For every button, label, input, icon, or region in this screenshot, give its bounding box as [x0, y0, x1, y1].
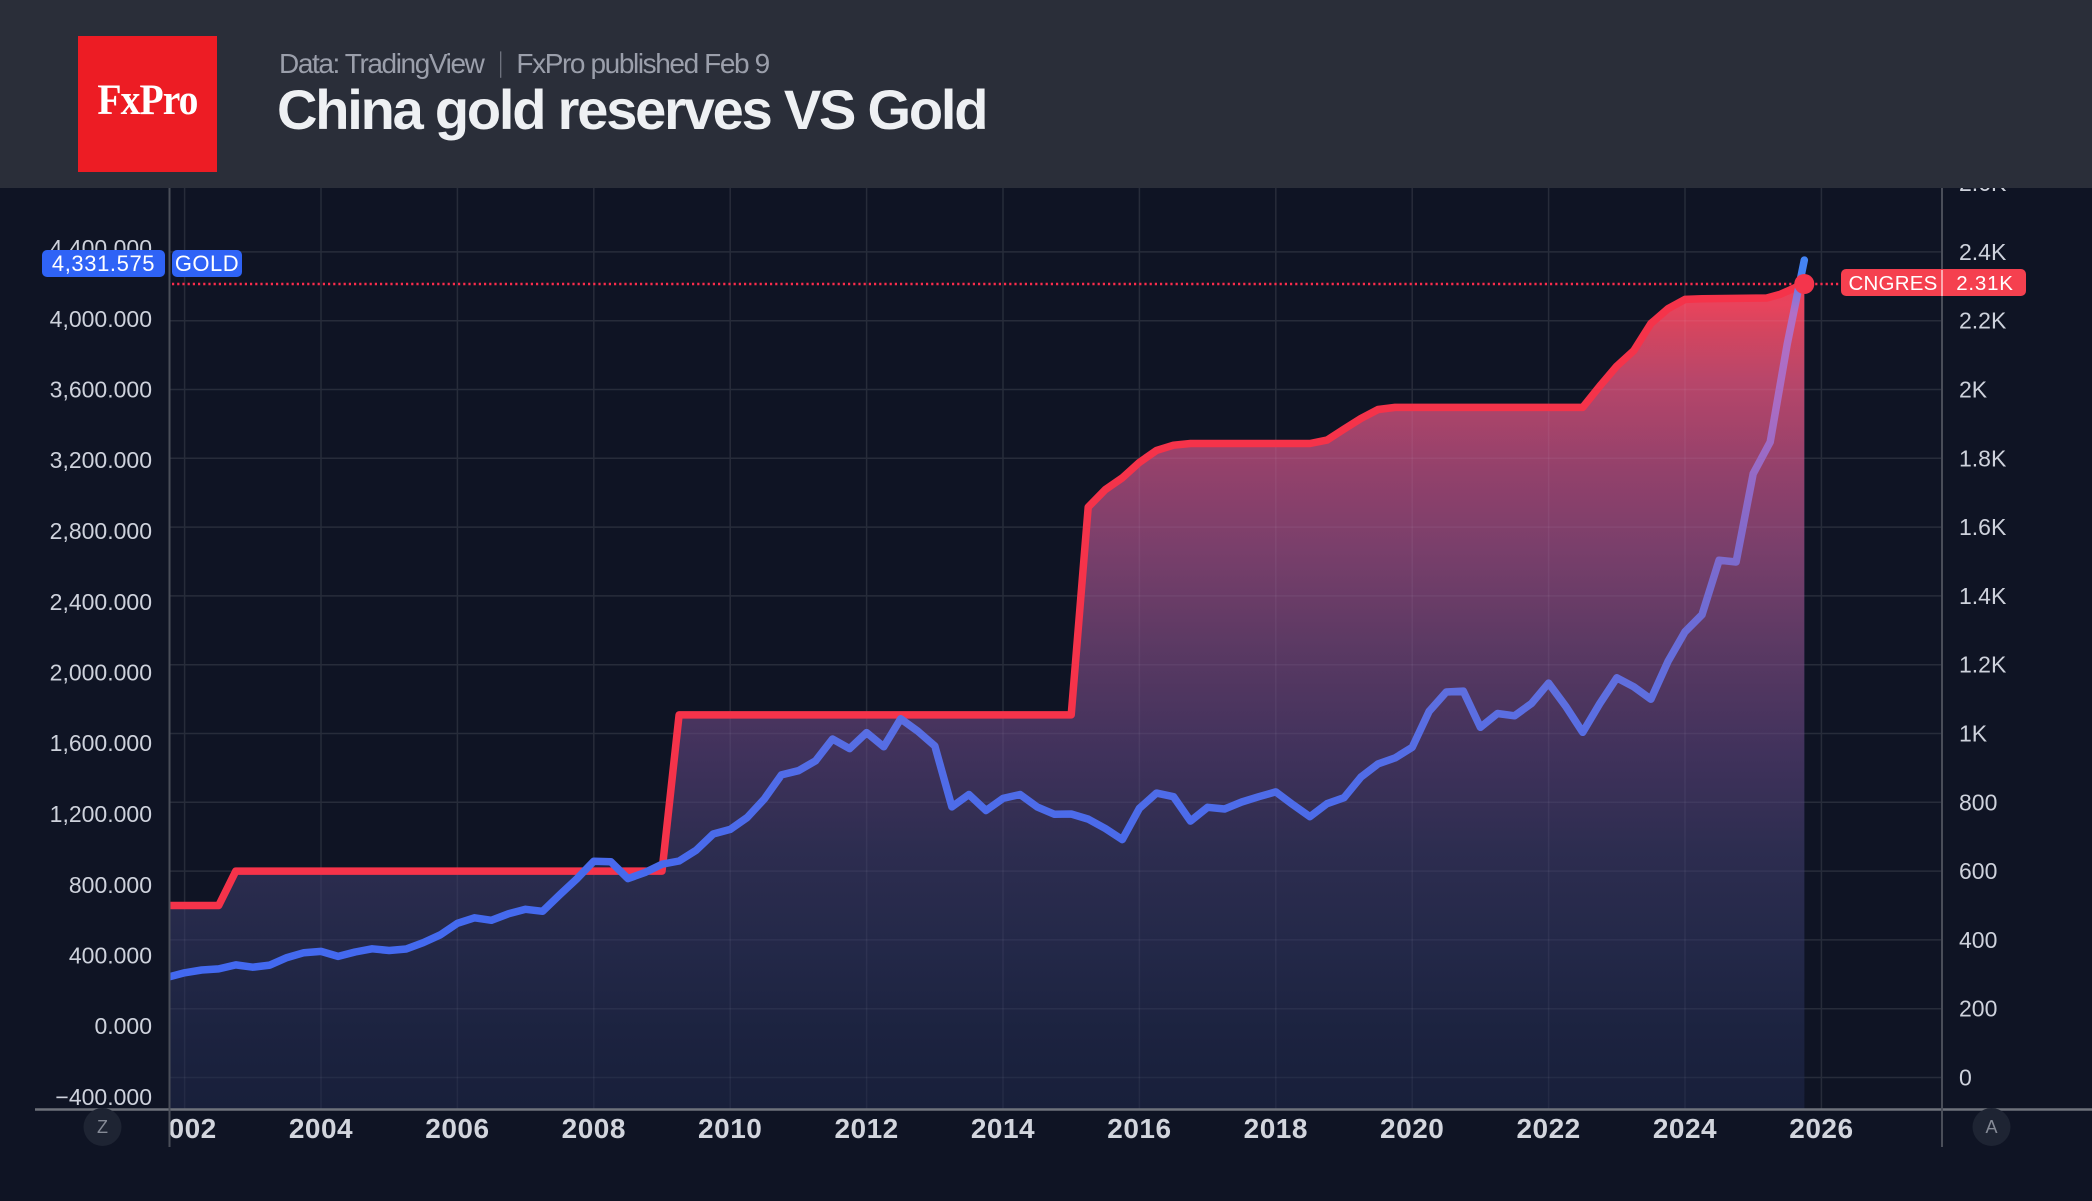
- svg-text:Z: Z: [97, 1117, 108, 1137]
- svg-text:1.4K: 1.4K: [1959, 583, 2007, 609]
- svg-text:2K: 2K: [1959, 377, 1988, 403]
- svg-text:2.2K: 2.2K: [1959, 308, 2007, 334]
- svg-text:2014: 2014: [971, 1113, 1035, 1144]
- svg-text:2002: 2002: [152, 1113, 216, 1144]
- svg-text:3,600.000: 3,600.000: [50, 377, 152, 403]
- svg-text:600: 600: [1959, 858, 1997, 884]
- svg-text:2004: 2004: [289, 1113, 353, 1144]
- svg-text:GOLD: GOLD: [175, 251, 239, 276]
- svg-text:1.2K: 1.2K: [1959, 652, 2007, 678]
- svg-text:2006: 2006: [425, 1113, 489, 1144]
- svg-text:2010: 2010: [698, 1113, 762, 1144]
- svg-text:A: A: [1985, 1117, 1997, 1137]
- svg-text:1.6K: 1.6K: [1959, 514, 2007, 540]
- svg-text:0.000: 0.000: [94, 1013, 152, 1039]
- svg-text:4,000.000: 4,000.000: [50, 306, 152, 332]
- svg-text:400.000: 400.000: [69, 943, 152, 969]
- svg-text:2,000.000: 2,000.000: [50, 660, 152, 686]
- svg-text:1.8K: 1.8K: [1959, 445, 2007, 471]
- svg-text:800: 800: [1959, 789, 1997, 815]
- svg-text:CNGRES: CNGRES: [1849, 272, 1938, 295]
- svg-text:1,600.000: 1,600.000: [50, 730, 152, 756]
- svg-text:2016: 2016: [1107, 1113, 1171, 1144]
- svg-text:2.4K: 2.4K: [1959, 239, 2007, 265]
- svg-text:200: 200: [1959, 996, 1997, 1022]
- svg-text:2012: 2012: [834, 1113, 898, 1144]
- svg-text:2.31K: 2.31K: [1956, 272, 2014, 295]
- svg-text:2018: 2018: [1244, 1113, 1308, 1144]
- svg-text:4,331.575: 4,331.575: [52, 251, 155, 276]
- svg-text:1,200.000: 1,200.000: [50, 801, 152, 827]
- svg-text:2,800.000: 2,800.000: [50, 518, 152, 544]
- svg-text:2026: 2026: [1789, 1113, 1853, 1144]
- svg-text:2024: 2024: [1653, 1113, 1717, 1144]
- svg-text:−400.000: −400.000: [55, 1084, 152, 1110]
- svg-text:800.000: 800.000: [69, 872, 152, 898]
- svg-text:1K: 1K: [1959, 721, 1988, 747]
- svg-text:3,200.000: 3,200.000: [50, 447, 152, 473]
- svg-text:2008: 2008: [562, 1113, 626, 1144]
- svg-text:2020: 2020: [1380, 1113, 1444, 1144]
- svg-text:400: 400: [1959, 927, 1997, 953]
- svg-text:2,400.000: 2,400.000: [50, 589, 152, 615]
- svg-text:2022: 2022: [1516, 1113, 1580, 1144]
- svg-text:0: 0: [1959, 1065, 1972, 1091]
